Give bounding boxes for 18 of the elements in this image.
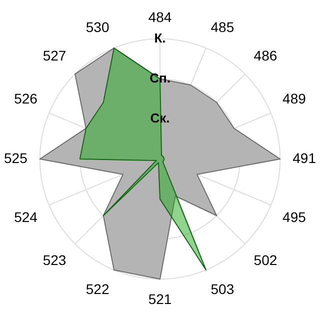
spoke-label: 503	[210, 280, 234, 297]
spoke-label: 523	[42, 252, 66, 268]
spoke-label: 522	[86, 280, 110, 297]
spoke-label: 527	[42, 48, 66, 64]
y-tick-label: Ск.	[150, 110, 170, 126]
spoke-label: 526	[14, 90, 38, 107]
spoke-label: 495	[282, 209, 306, 226]
spoke-label: 502	[254, 252, 278, 268]
spoke-label: 530	[86, 18, 110, 35]
spoke-label: 521	[148, 290, 172, 307]
y-tick-label: К.	[154, 30, 166, 46]
spoke-label: 485	[210, 18, 234, 35]
spoke-label: 486	[254, 48, 278, 64]
spoke-label: 525	[4, 150, 28, 166]
spoke-label: 524	[14, 209, 38, 226]
spoke-label: 484	[148, 8, 172, 25]
spoke-label: 489	[282, 90, 306, 107]
spoke-label: 491	[292, 150, 316, 166]
